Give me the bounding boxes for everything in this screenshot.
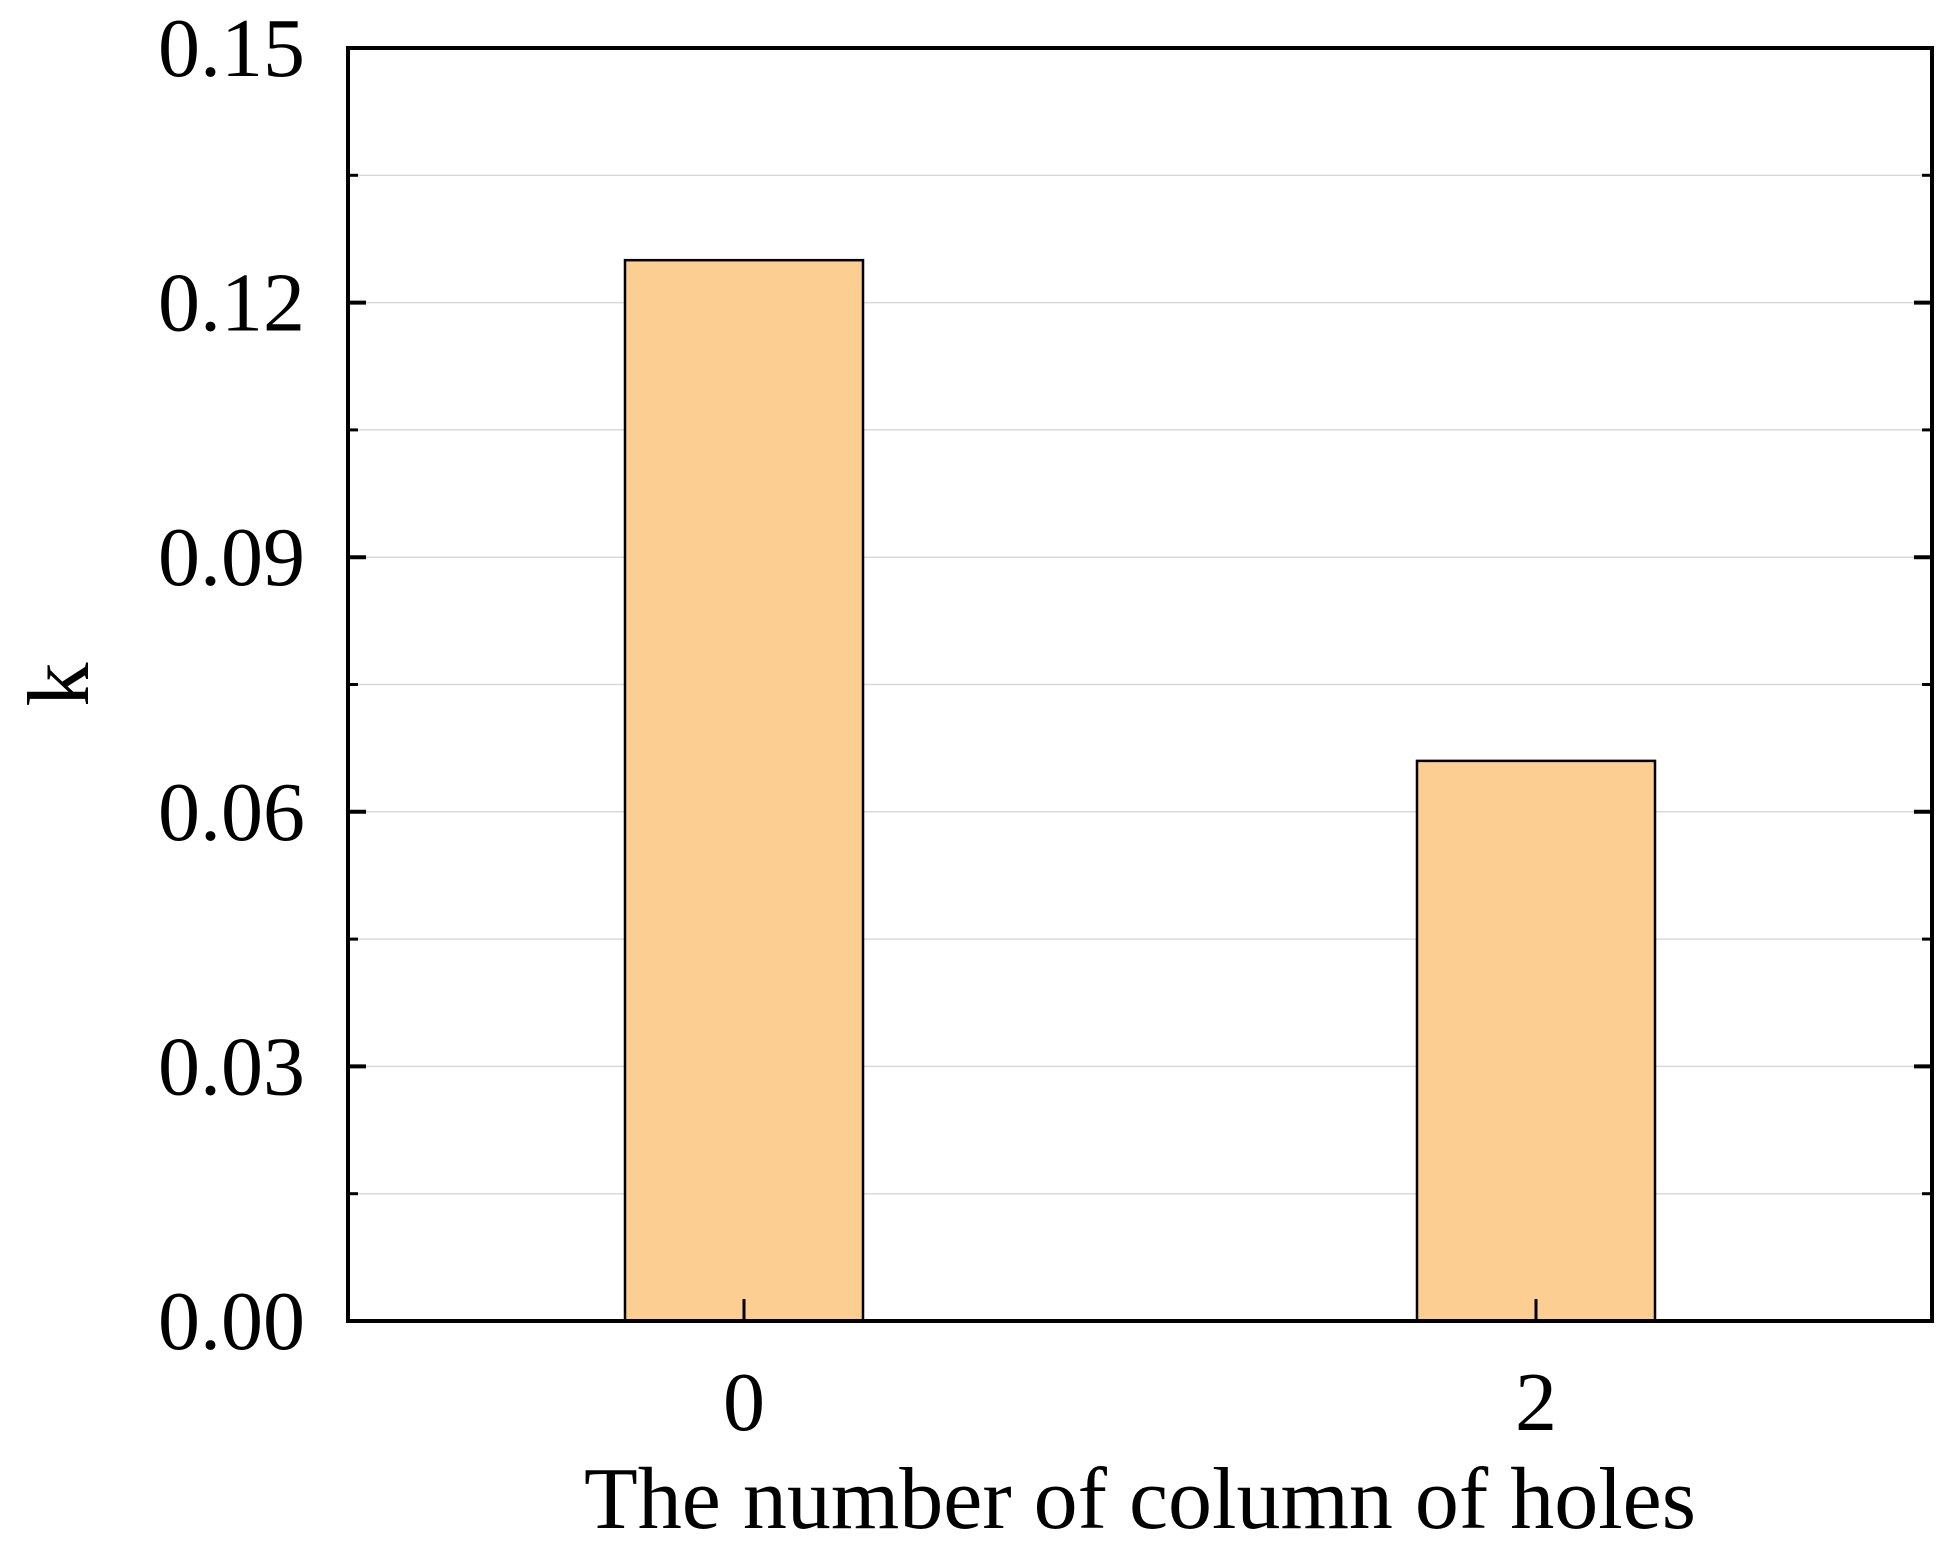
x-axis-label: The number of column of holes — [584, 1451, 1696, 1546]
y-tick-label: 0.06 — [158, 766, 305, 859]
y-tick-label: 0.09 — [158, 511, 305, 604]
y-tick-label: 0.03 — [158, 1020, 305, 1113]
bar-2 — [1415, 759, 1657, 1323]
bars — [623, 258, 1657, 1323]
y-axis-label: k — [11, 663, 108, 707]
y-tick-label: 0.12 — [158, 257, 305, 350]
y-tick-label: 0.00 — [158, 1275, 305, 1368]
gridlines — [348, 174, 1932, 1195]
y-tick-label: 0.15 — [158, 2, 305, 95]
bar-0 — [623, 258, 865, 1323]
x-tick-label: 0 — [723, 1356, 765, 1449]
axis-ticks — [348, 46, 1932, 1323]
x-tick-label: 2 — [1515, 1356, 1557, 1449]
y-tick-labels: 0.00 0.03 0.06 0.09 0.12 0.15 — [158, 2, 305, 1368]
